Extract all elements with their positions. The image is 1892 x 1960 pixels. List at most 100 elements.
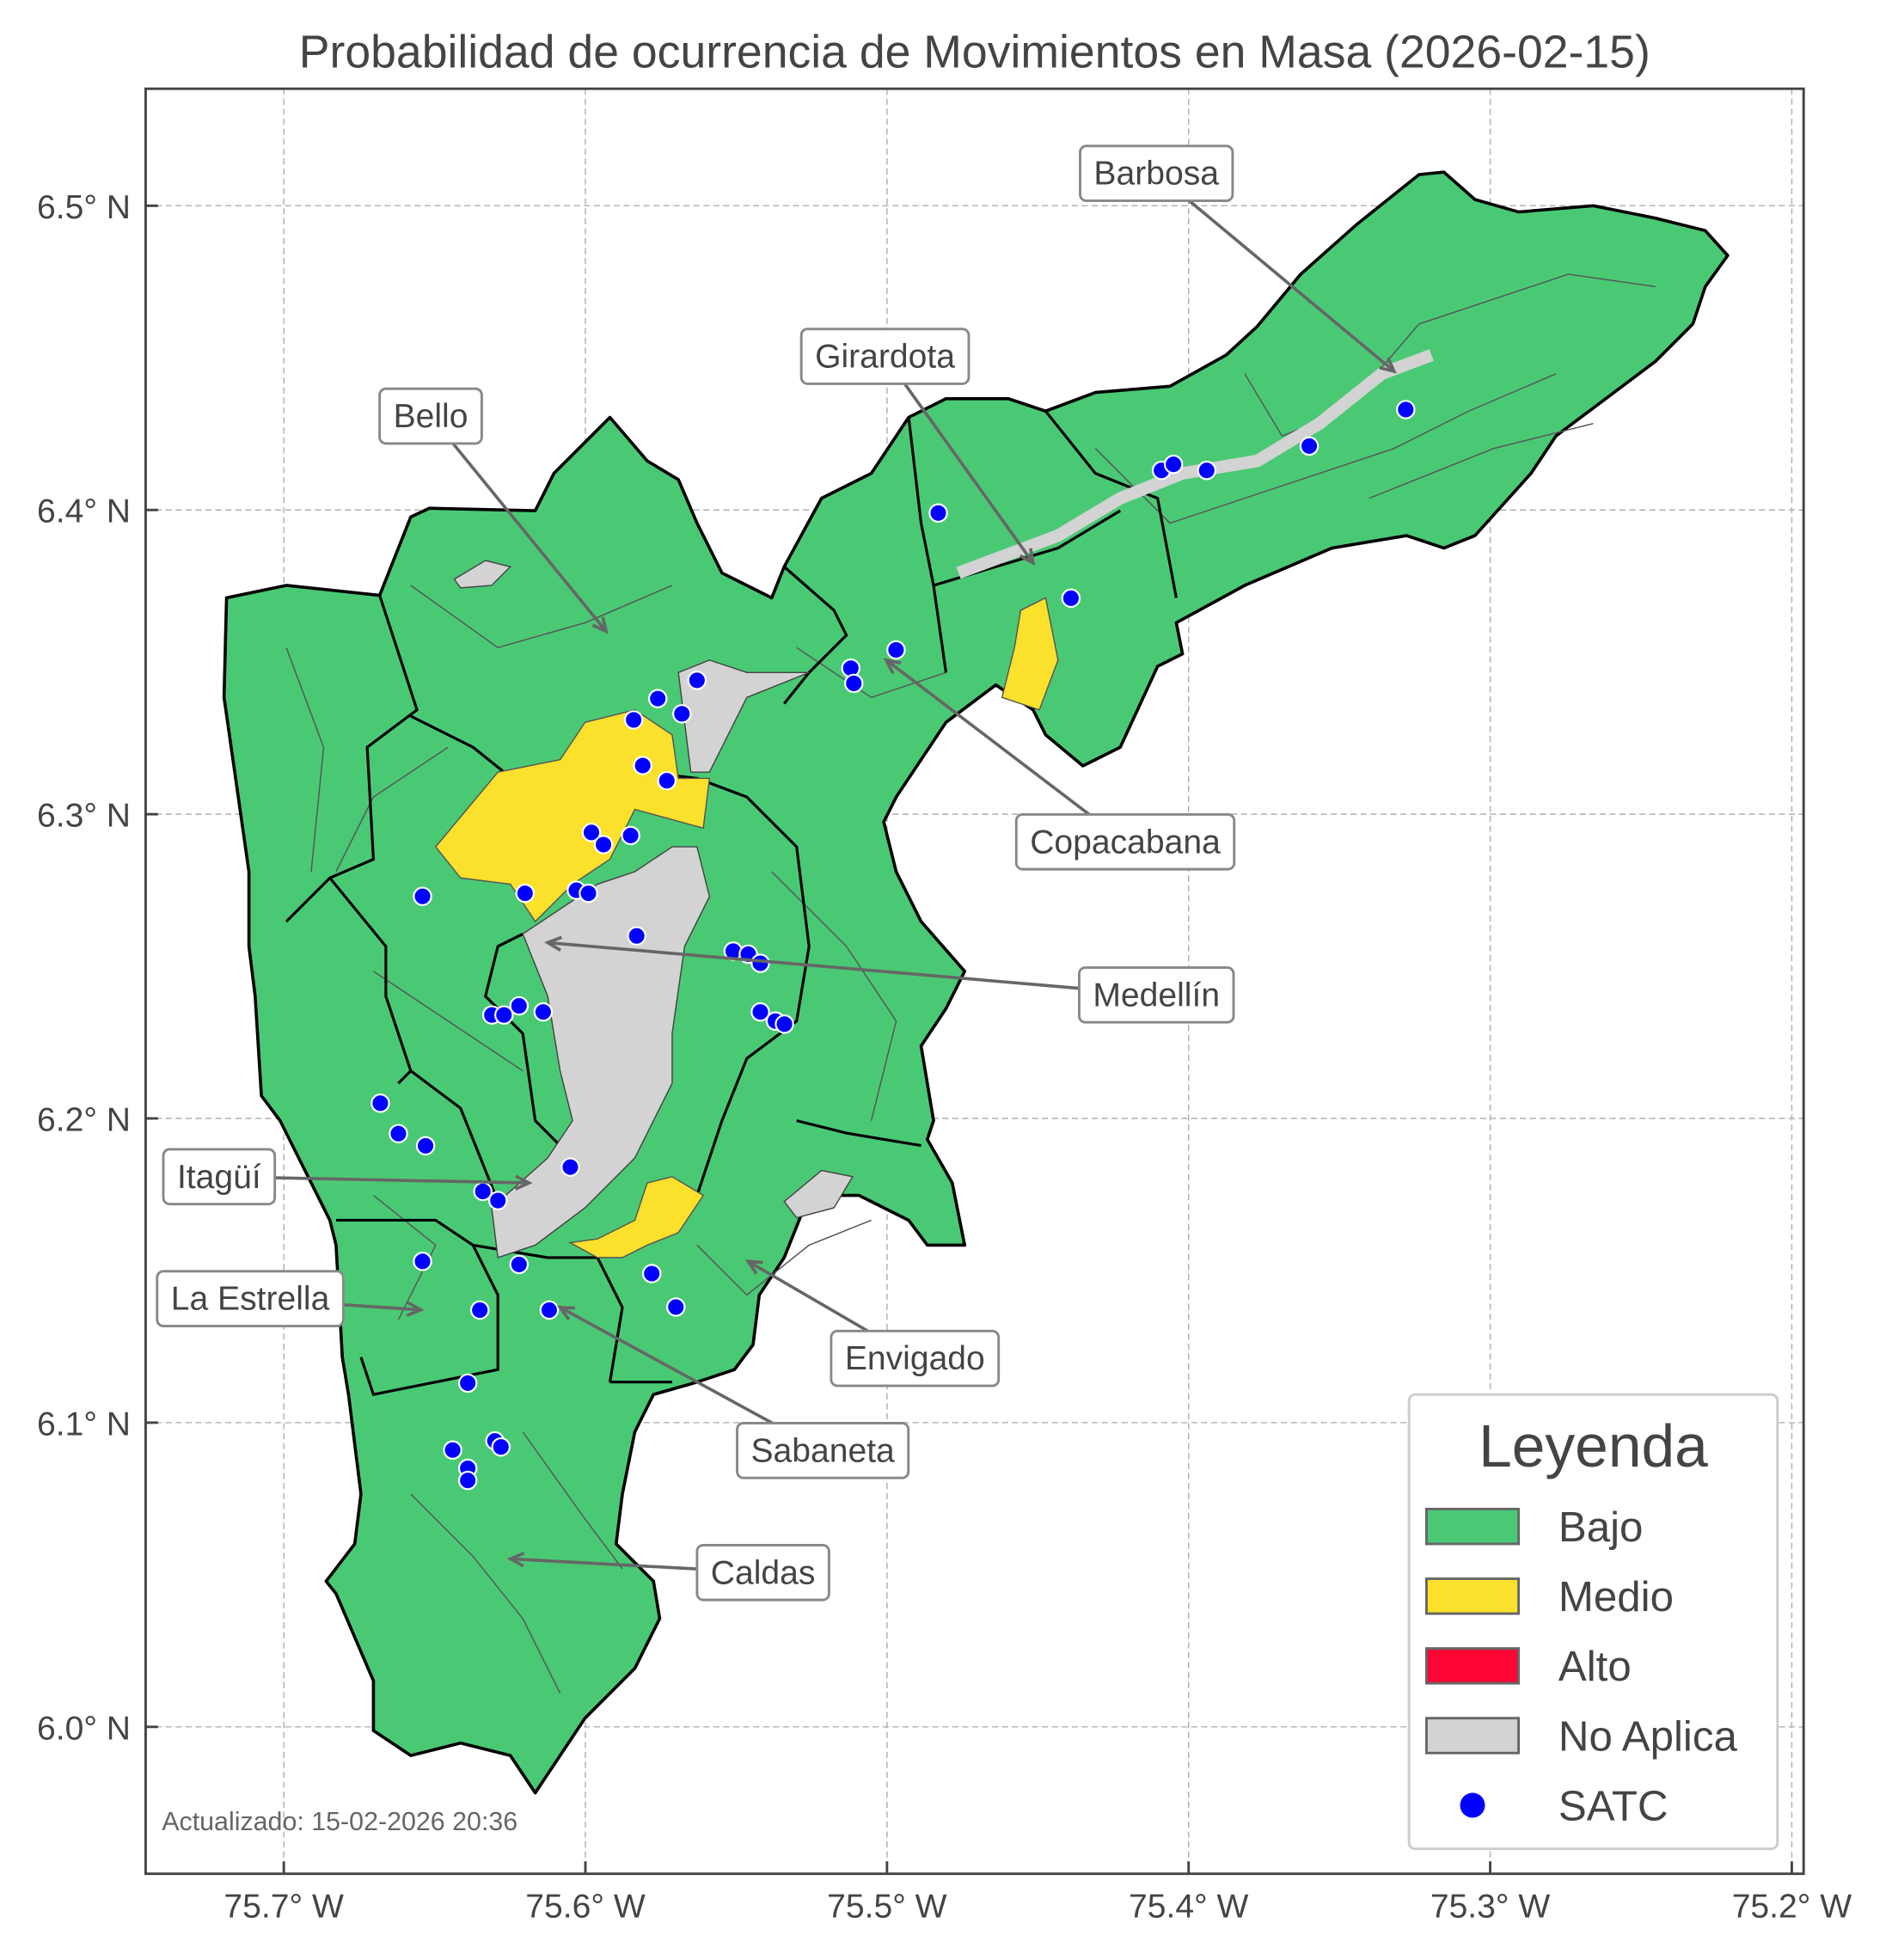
annotation-label: Sabaneta	[750, 1432, 895, 1469]
x-tick-label: 75.6° W	[525, 1888, 646, 1925]
satc-point	[389, 1124, 408, 1143]
x-tick-label: 75.3° W	[1430, 1888, 1551, 1925]
arrowhead-icon	[883, 658, 902, 675]
annotation-label: La Estrella	[171, 1281, 330, 1318]
annotation-bello: Bello	[378, 387, 609, 634]
legend-swatch	[1424, 1577, 1521, 1615]
legend-swatch	[1424, 1647, 1521, 1685]
satc-point	[560, 1157, 580, 1177]
legend-title: Leyenda	[1479, 1412, 1708, 1479]
satc-point	[469, 1300, 490, 1320]
satc-point	[666, 1297, 686, 1317]
satc-point	[415, 1136, 436, 1156]
annotation-label: Itagüí	[177, 1159, 261, 1196]
annotation-box	[1014, 812, 1236, 871]
arrowhead-icon	[514, 1174, 533, 1191]
arrowhead-icon	[506, 1551, 525, 1568]
satc-point	[641, 1264, 662, 1283]
y-tick-label: 6.2° N	[37, 1102, 131, 1139]
annotation-box	[799, 328, 970, 385]
arrowhead-icon	[1379, 357, 1397, 374]
satc-point	[844, 673, 864, 694]
annotation-la-estrella: La Estrella	[156, 1270, 425, 1327]
annotation-box	[378, 387, 483, 445]
satc-point	[593, 835, 614, 854]
annotation-caldas: Caldas	[506, 1543, 830, 1602]
annotation-itag-: Itagüí	[162, 1148, 533, 1206]
annotation-box	[695, 1543, 830, 1602]
satc-point	[633, 756, 652, 775]
region-bajo	[222, 170, 1730, 1795]
satc-point	[509, 995, 530, 1016]
satc-point	[627, 926, 646, 946]
x-tick-label: 75.2° W	[1732, 1888, 1852, 1925]
satc-point	[494, 1005, 514, 1025]
annotation-medell-n: Medellín	[543, 935, 1235, 1024]
legend-label: No Aplica	[1558, 1712, 1738, 1760]
satc-point	[928, 503, 948, 523]
map-area	[222, 170, 1730, 1795]
annotation-label: Barbosa	[1093, 156, 1219, 193]
annotation-barbosa: Barbosa	[1079, 144, 1397, 374]
legend-marker	[1460, 1792, 1485, 1818]
satc-point	[539, 1300, 560, 1320]
satc-points	[370, 400, 1416, 1491]
annotation-box	[1077, 966, 1235, 1024]
annotation-label: Envigado	[845, 1340, 985, 1377]
annotation-label: Medellín	[1093, 977, 1220, 1014]
annotation-box	[736, 1422, 910, 1479]
annotations: Barbosa Girardota Bello Copacabana Medellín I…	[156, 144, 1397, 1602]
satc-point	[533, 1001, 554, 1022]
annotation-label: Copacabana	[1030, 824, 1221, 861]
satc-point	[886, 640, 906, 660]
satc-point	[687, 671, 707, 690]
legend-label: SATC	[1558, 1782, 1669, 1829]
annotation-arrow	[547, 940, 1157, 997]
satc-point	[413, 1252, 432, 1271]
y-tick-label: 6.4° N	[37, 493, 131, 530]
satc-point	[657, 770, 677, 791]
annotation-box	[162, 1148, 277, 1206]
annotation-label: Bello	[394, 398, 468, 435]
satc-point	[443, 1440, 462, 1460]
satc-point	[457, 1470, 478, 1491]
y-tick-label: 6.1° N	[37, 1406, 131, 1442]
y-tick-label: 6.3° N	[37, 798, 131, 835]
satc-point	[515, 883, 536, 903]
internal-boundaries	[285, 273, 1656, 1694]
annotation-arrow	[884, 355, 1035, 564]
legend-label: Bajo	[1558, 1504, 1644, 1551]
satc-point	[672, 704, 692, 724]
x-tick-label: 75.4° W	[1129, 1888, 1249, 1925]
arrowhead-icon	[406, 1301, 425, 1317]
annotation-arrow	[1155, 172, 1395, 373]
legend-label: Alto	[1558, 1643, 1632, 1690]
legend-item-satc: SATC	[1460, 1782, 1669, 1829]
annotation-copacabana: Copacabana	[883, 658, 1236, 871]
annotation-box	[1079, 144, 1234, 202]
annotation-box	[156, 1270, 345, 1327]
axes-frame	[144, 87, 1805, 1876]
y-tick-label: 6.5° N	[37, 189, 131, 226]
annotation-girardota: Girardota	[799, 328, 1036, 567]
updated-timestamp: Actualizado: 15-02-2026 20:36	[162, 1807, 517, 1836]
legend-swatch	[1424, 1507, 1521, 1546]
map-title: Probabilidad de ocurrencia de Movimiento…	[299, 28, 1650, 78]
axis-ticks: 75.7° W 75.6° W 75.5° W 75.4° W 75.3° W 75.2°…	[37, 189, 1852, 1926]
arrowhead-icon	[1019, 548, 1036, 567]
legend-item-bajo: Bajo	[1424, 1504, 1644, 1551]
satc-point	[509, 1254, 530, 1275]
satc-point	[491, 1437, 511, 1457]
annotation-label: Girardota	[815, 339, 955, 376]
y-tick-label: 6.0° N	[37, 1710, 131, 1747]
arrowhead-icon	[556, 1305, 576, 1321]
satc-point	[370, 1093, 390, 1113]
arrowhead-icon	[744, 1259, 763, 1275]
satc-point	[775, 1014, 794, 1034]
satc-point	[457, 1373, 478, 1393]
x-tick-label: 75.7° W	[223, 1888, 344, 1925]
annotation-label: Caldas	[711, 1554, 816, 1591]
satc-point	[1396, 400, 1416, 420]
legend-item-alto: Alto	[1424, 1643, 1632, 1690]
